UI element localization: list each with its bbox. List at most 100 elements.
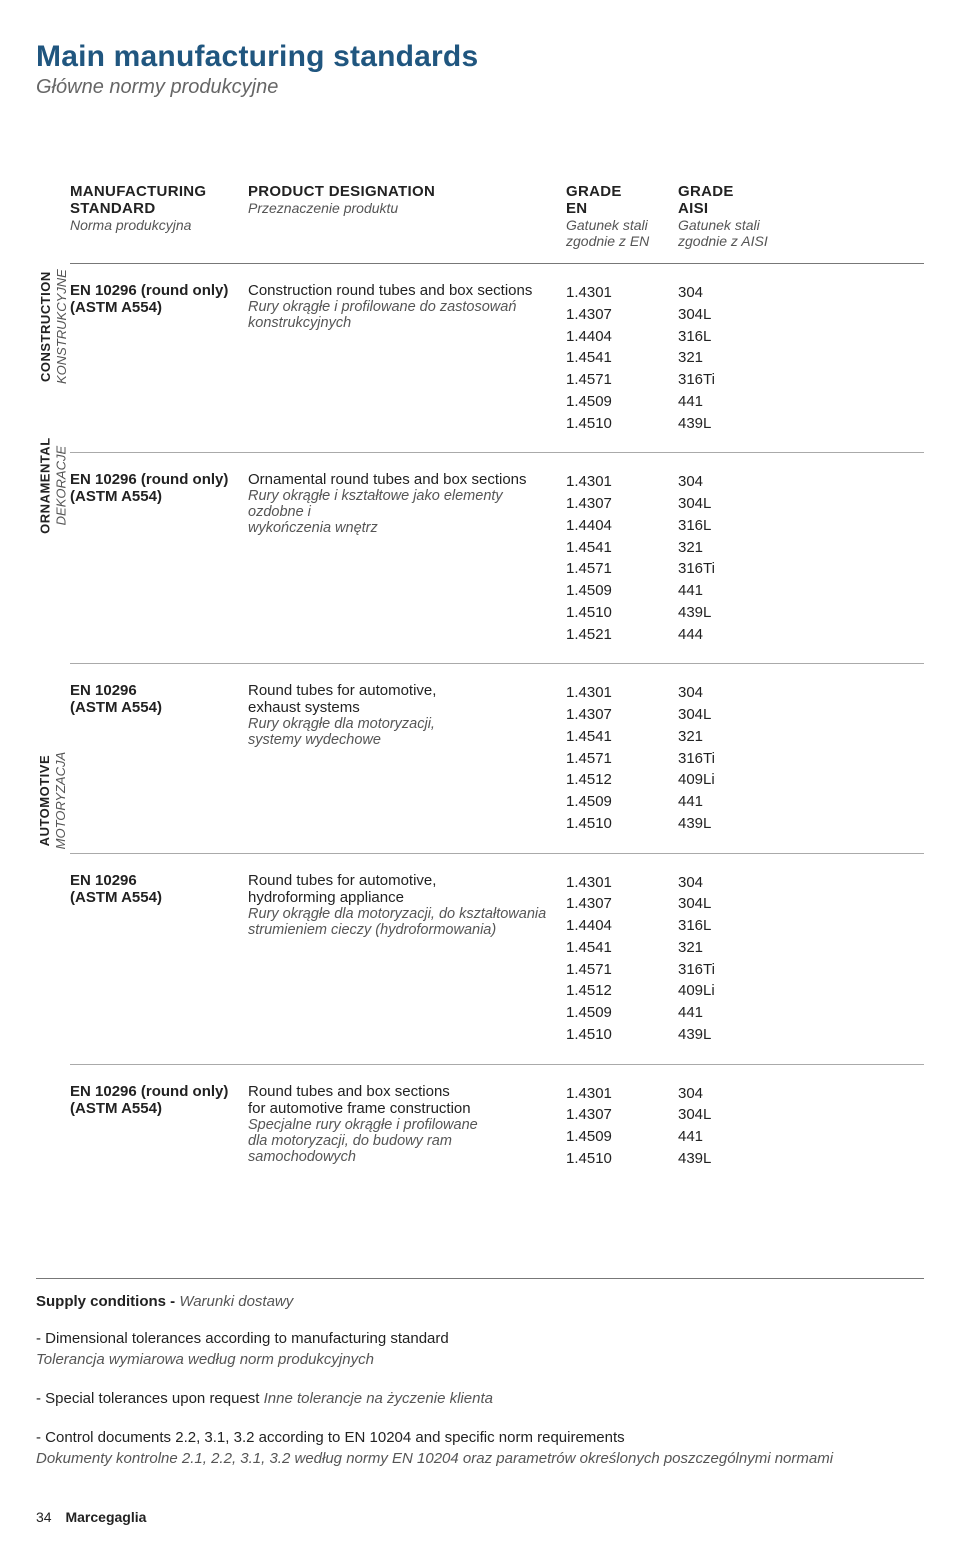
grade-aisi-value: 444 (678, 624, 788, 646)
grade-en-value: 1.4404 (566, 326, 670, 348)
product-description-it: wykończenia wnętrz (248, 520, 558, 536)
supply-line: - Special tolerances upon request Inne t… (36, 1388, 924, 1409)
grade-en-value: 1.4509 (566, 580, 670, 602)
grade-en-value: 1.4301 (566, 471, 670, 493)
table-row: EN 10296 (ASTM A554) Round tubes for aut… (70, 664, 924, 853)
grade-en-value: 1.4301 (566, 682, 670, 704)
supply-conditions: Supply conditions - Warunki dostawy - Di… (36, 1278, 924, 1469)
grade-aisi-value: 321 (678, 347, 788, 369)
standard-name: EN 10296 (round only) (70, 471, 240, 488)
grade-en-value: 1.4571 (566, 748, 670, 770)
product-description: Round tubes for automotive, (248, 682, 558, 699)
grade-en-value: 1.4571 (566, 558, 670, 580)
grade-en-value: 1.4307 (566, 1104, 670, 1126)
standard-name: EN 10296 (70, 682, 240, 699)
header-standard: MANUFACTURINGSTANDARD (70, 183, 240, 217)
header-grade-en-it: Gatunek stalizgodnie z EN (566, 217, 670, 249)
grade-en-value: 1.4509 (566, 1002, 670, 1024)
grade-aisi-value: 441 (678, 580, 788, 602)
grade-aisi-value: 316L (678, 326, 788, 348)
grade-aisi-value: 304L (678, 1104, 788, 1126)
grade-en-value: 1.4541 (566, 937, 670, 959)
grade-aisi-value: 321 (678, 537, 788, 559)
supply-heading: Supply conditions - (36, 1293, 179, 1310)
category-label-automotive: AUTOMOTIVEMOTORYZACJA (37, 752, 68, 850)
table-header-row: MANUFACTURINGSTANDARD Norma produkcyjna … (70, 179, 924, 263)
grade-en-value: 1.4510 (566, 1148, 670, 1170)
grade-aisi-value: 441 (678, 1126, 788, 1148)
grade-aisi-value: 321 (678, 937, 788, 959)
product-description-it: dla motoryzacji, do budowy ram samochodo… (248, 1133, 558, 1165)
supply-line: - Control documents 2.2, 3.1, 3.2 accord… (36, 1427, 924, 1469)
grade-aisi-value: 316Ti (678, 959, 788, 981)
product-description-it: systemy wydechowe (248, 732, 558, 748)
grade-aisi-value: 316L (678, 515, 788, 537)
grade-aisi-value: 304L (678, 493, 788, 515)
grade-en-value: 1.4541 (566, 347, 670, 369)
product-description: for automotive frame construction (248, 1100, 558, 1117)
grade-en-value: 1.4510 (566, 413, 670, 435)
standard-astm: (ASTM A554) (70, 1100, 240, 1117)
grade-aisi-value: 441 (678, 1002, 788, 1024)
grade-en-value: 1.4510 (566, 602, 670, 624)
brand-name: Marcegaglia (65, 1509, 146, 1525)
page-footer: 34 Marcegaglia (36, 1509, 924, 1525)
standard-astm: (ASTM A554) (70, 889, 240, 906)
table-row: EN 10296 (ASTM A554) Round tubes for aut… (70, 854, 924, 1065)
table-row: EN 10296 (round only) (ASTM A554) Orname… (70, 453, 924, 664)
standard-name: EN 10296 (round only) (70, 282, 240, 299)
grade-aisi-value: 316Ti (678, 369, 788, 391)
grade-aisi-value: 304 (678, 282, 788, 304)
grade-en-value: 1.4509 (566, 791, 670, 813)
grade-aisi-value: 439L (678, 813, 788, 835)
grade-en-value: 1.4307 (566, 304, 670, 326)
grade-aisi-value: 441 (678, 391, 788, 413)
header-product: PRODUCT DESIGNATION (248, 183, 558, 200)
grade-en-value: 1.4512 (566, 769, 670, 791)
header-grade-aisi: GRADEAISI (678, 183, 788, 217)
product-description-it: strumieniem cieczy (hydroformowania) (248, 922, 558, 938)
grade-en-value: 1.4301 (566, 1083, 670, 1105)
header-grade-en: GRADEEN (566, 183, 670, 217)
standard-name: EN 10296 (70, 872, 240, 889)
product-description: Ornamental round tubes and box sections (248, 471, 558, 488)
table-row: EN 10296 (round only) (ASTM A554) Constr… (70, 264, 924, 453)
grade-aisi-value: 439L (678, 1148, 788, 1170)
standard-astm: (ASTM A554) (70, 488, 240, 505)
header-product-it: Przeznaczenie produktu (248, 200, 558, 216)
grade-aisi-value: 316L (678, 915, 788, 937)
table-row: EN 10296 (round only) (ASTM A554) Round … (70, 1065, 924, 1188)
grade-aisi-value: 304 (678, 471, 788, 493)
grade-en-value: 1.4571 (566, 369, 670, 391)
product-description-it: Rury okrągłe dla motoryzacji, do kształt… (248, 906, 558, 922)
supply-heading-it: Warunki dostawy (179, 1293, 293, 1310)
grade-en-value: 1.4541 (566, 726, 670, 748)
product-description: exhaust systems (248, 699, 558, 716)
grade-en-value: 1.4307 (566, 493, 670, 515)
grade-aisi-value: 304L (678, 893, 788, 915)
grade-en-value: 1.4541 (566, 537, 670, 559)
grade-en-value: 1.4571 (566, 959, 670, 981)
product-description: Construction round tubes and box section… (248, 282, 558, 299)
product-description: hydroforming appliance (248, 889, 558, 906)
header-grade-aisi-it: Gatunek stalizgodnie z AISI (678, 217, 788, 249)
product-description-it: Rury okrągłe i profilowane do zastosowań… (248, 299, 558, 331)
grade-aisi-value: 316Ti (678, 558, 788, 580)
grade-en-value: 1.4307 (566, 704, 670, 726)
grade-aisi-value: 439L (678, 1024, 788, 1046)
standard-astm: (ASTM A554) (70, 699, 240, 716)
standard-name: EN 10296 (round only) (70, 1083, 240, 1100)
grade-aisi-value: 439L (678, 602, 788, 624)
grade-aisi-value: 304 (678, 682, 788, 704)
grade-en-value: 1.4509 (566, 1126, 670, 1148)
grade-en-value: 1.4404 (566, 915, 670, 937)
page-title: Main manufacturing standards (36, 40, 924, 74)
supply-line: - Dimensional tolerances according to ma… (36, 1328, 924, 1370)
header-standard-it: Norma produkcyjna (70, 217, 240, 233)
grade-aisi-value: 409Li (678, 980, 788, 1002)
grade-aisi-value: 304 (678, 1083, 788, 1105)
grade-en-value: 1.4301 (566, 282, 670, 304)
standard-astm: (ASTM A554) (70, 299, 240, 316)
grade-en-value: 1.4509 (566, 391, 670, 413)
category-label-ornamental: ORNAMENTALDEKORACJE (37, 438, 68, 534)
